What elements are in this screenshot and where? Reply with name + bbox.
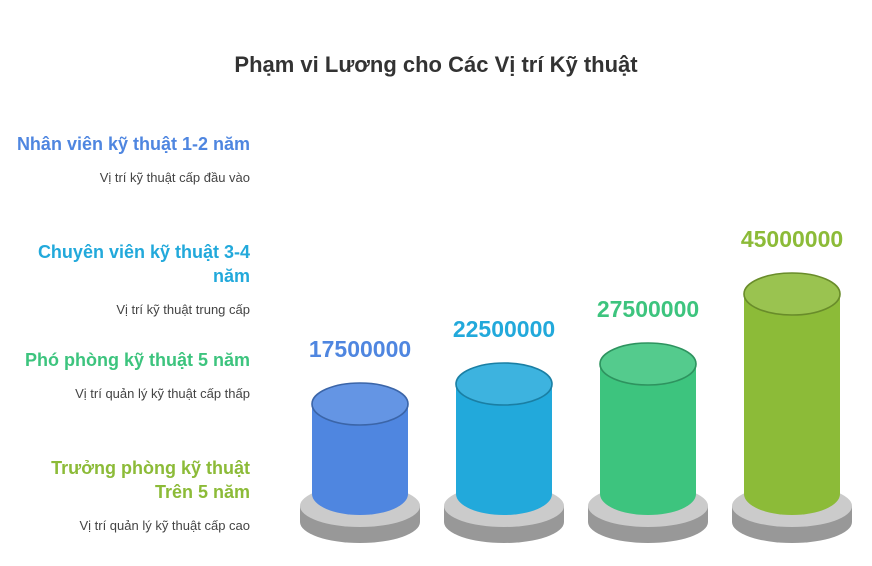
bar-top (599, 342, 697, 386)
legend-name: Phó phòng kỹ thuật 5 năm (24, 350, 250, 370)
value-label: 45000000 (741, 226, 843, 252)
bar-top (311, 382, 409, 426)
legend-name: Chuyên viên kỹ thuật 3-4 năm (37, 242, 250, 286)
legend-desc: Vị trí kỹ thuật trung cấp (116, 302, 250, 317)
legend-desc: Vị trí quản lý kỹ thuật cấp thấp (75, 386, 250, 401)
value-label: 27500000 (597, 296, 699, 322)
legend-item-2: Chuyên viên kỹ thuật 3-4 năm Vị trí kỹ t… (10, 240, 250, 317)
value-label: 17500000 (309, 336, 411, 362)
legend-item-3: Phó phòng kỹ thuật 5 năm Vị trí quản lý … (10, 348, 250, 401)
legend-item-4: Trưởng phòng kỹ thuật Trên 5 năm Vị trí … (10, 456, 250, 533)
value-label: 22500000 (453, 316, 555, 342)
cylinder-chart: 17500000 22500000 27500000 45000000 (300, 226, 852, 543)
chart-title: Phạm vi Lương cho Các Vị trí Kỹ thuật (234, 52, 638, 77)
legend-name: Trưởng phòng kỹ thuật Trên 5 năm (51, 458, 250, 502)
legend-desc: Vị trí quản lý kỹ thuật cấp cao (79, 518, 250, 533)
legend-item-1: Nhân viên kỹ thuật 1-2 năm Vị trí kỹ thu… (10, 132, 250, 185)
legend-desc: Vị trí kỹ thuật cấp đầu vào (99, 170, 250, 185)
bar-top (743, 272, 841, 316)
bar-top (455, 362, 553, 406)
bar (744, 294, 840, 494)
legend-name: Nhân viên kỹ thuật 1-2 năm (16, 134, 250, 154)
